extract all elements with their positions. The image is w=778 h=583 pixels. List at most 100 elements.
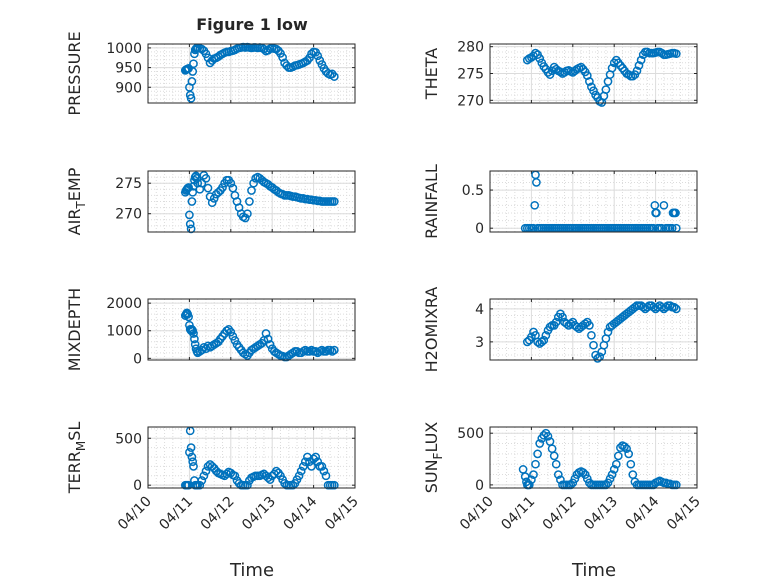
y-axis-label: THETA xyxy=(422,48,441,100)
axes-frame xyxy=(147,298,356,361)
data-point xyxy=(197,178,207,188)
subplot-1: 900 950 1000 PRESSURE xyxy=(65,31,356,116)
y-tick-label: 270 xyxy=(457,93,484,109)
data-point xyxy=(533,449,542,459)
subplot-8: 0 500 04/10 04/11 04/12 04/13 04/14 04/15 SUNFLU… xyxy=(422,422,704,534)
data-point xyxy=(329,480,339,490)
x-tick-label: 04/15 xyxy=(664,494,704,534)
y-axis-label: H2OMIXRA xyxy=(422,287,441,373)
data-point xyxy=(209,194,219,203)
data-point xyxy=(558,312,567,322)
data-point xyxy=(551,317,561,327)
data-point xyxy=(589,86,598,96)
data-point xyxy=(634,61,644,70)
y-tick-label: 900 xyxy=(115,80,142,96)
data-point xyxy=(531,48,540,58)
data-point xyxy=(529,470,538,479)
y-axis-label: TERRMSL xyxy=(65,422,88,495)
y-tick-label: 1000 xyxy=(106,41,142,57)
data-point xyxy=(189,59,198,69)
data-point xyxy=(243,480,252,490)
subplot-6: 3 4 H2OMIXRA xyxy=(422,287,698,373)
data-point xyxy=(329,72,339,81)
data-point xyxy=(532,178,541,187)
y-tick-label: 0 xyxy=(133,351,142,367)
data-point xyxy=(259,44,269,54)
y-axis-label: RAINFALL xyxy=(422,164,441,239)
x-tick-label: 04/13 xyxy=(239,494,279,534)
data-point xyxy=(263,334,273,344)
y-tick-label: 0 xyxy=(133,478,142,494)
data-point xyxy=(226,327,236,337)
data-point xyxy=(188,187,198,197)
data-point xyxy=(585,321,594,330)
data-point xyxy=(642,302,652,312)
data-point xyxy=(527,475,536,485)
data-point xyxy=(607,470,617,479)
data-point xyxy=(240,213,250,223)
data-point xyxy=(288,480,298,490)
data-point xyxy=(545,322,555,332)
data-point xyxy=(321,471,331,481)
data-point xyxy=(190,334,199,344)
subplot-5: 0 1000 2000 MIXDEPTH xyxy=(65,288,356,371)
data-point xyxy=(626,459,636,469)
data-point xyxy=(671,304,681,314)
data-point xyxy=(543,431,553,441)
y-tick-label: 2000 xyxy=(106,296,142,312)
x-tick-label: 04/11 xyxy=(498,494,538,534)
data-point xyxy=(620,442,629,451)
data-point xyxy=(609,465,619,474)
subplot-2: 270 275 280 THETA xyxy=(422,40,698,109)
data-point xyxy=(611,459,621,469)
axes-frame xyxy=(147,170,356,233)
data-point xyxy=(535,54,545,63)
axes-frame xyxy=(147,426,356,489)
data-point xyxy=(587,330,596,340)
data-point xyxy=(278,53,287,62)
data-point xyxy=(311,347,321,356)
data-point xyxy=(601,85,611,94)
data-point xyxy=(530,200,540,210)
x-tick-label: 04/11 xyxy=(156,494,196,534)
data-point xyxy=(184,312,193,322)
data-point xyxy=(189,462,198,471)
data-point xyxy=(605,474,615,484)
data-point xyxy=(187,452,197,462)
data-point xyxy=(661,302,671,312)
data-point xyxy=(243,209,252,219)
data-point xyxy=(311,452,321,462)
axes-frame xyxy=(489,298,698,361)
data-point xyxy=(568,478,578,488)
data-point xyxy=(580,470,590,479)
x-axis-label-right: Time xyxy=(571,560,616,581)
data-point xyxy=(537,337,547,347)
data-point xyxy=(222,469,232,479)
data-point xyxy=(539,335,549,345)
subplot-4: 0 0.5 RAINFALL xyxy=(422,164,698,239)
data-point xyxy=(671,49,681,59)
data-point xyxy=(245,197,254,206)
data-point xyxy=(541,330,551,340)
data-point xyxy=(313,51,323,61)
y-axis-label: AIRTEMP xyxy=(65,167,88,235)
y-tick-label: 1000 xyxy=(106,324,142,340)
data-point xyxy=(319,466,329,476)
y-axis-label: PRESSURE xyxy=(65,31,84,115)
data-point xyxy=(188,457,198,467)
data-point xyxy=(578,468,588,477)
data-point xyxy=(531,459,540,469)
figure-title: Figure 1 low xyxy=(196,15,308,34)
data-point xyxy=(201,173,211,183)
data-point xyxy=(616,443,625,453)
data-point xyxy=(192,173,202,183)
data-point xyxy=(261,329,271,338)
x-tick-label: 04/10 xyxy=(115,494,155,534)
data-point xyxy=(329,197,339,206)
data-point xyxy=(551,459,561,469)
data-point xyxy=(539,430,549,440)
data-point xyxy=(263,473,273,483)
y-tick-label: 0 xyxy=(475,478,484,494)
data-point xyxy=(199,471,209,481)
y-tick-label: 500 xyxy=(115,431,142,447)
